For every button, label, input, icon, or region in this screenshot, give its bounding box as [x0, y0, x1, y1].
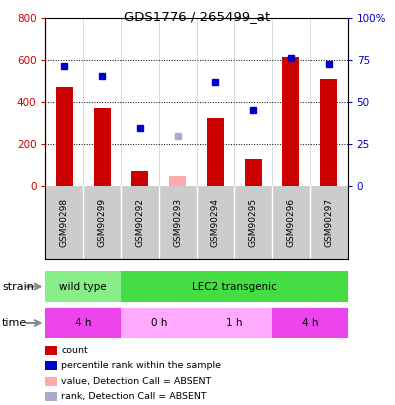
Text: count: count	[61, 346, 88, 355]
Text: GSM90295: GSM90295	[249, 198, 258, 247]
Text: strain: strain	[2, 281, 34, 292]
Text: 4 h: 4 h	[75, 318, 92, 328]
Bar	[272, 308, 348, 338]
Bar	[282, 57, 299, 186]
Bar	[121, 308, 197, 338]
Text: GSM90297: GSM90297	[324, 198, 333, 247]
Bar	[121, 271, 348, 302]
Bar	[207, 118, 224, 186]
Text: 1 h: 1 h	[226, 318, 243, 328]
Bar	[132, 171, 149, 186]
Text: GDS1776 / 265499_at: GDS1776 / 265499_at	[124, 10, 271, 23]
Bar	[56, 87, 73, 186]
Bar	[45, 271, 121, 302]
Text: GSM90296: GSM90296	[286, 198, 295, 247]
Text: percentile rank within the sample: percentile rank within the sample	[61, 361, 221, 370]
Text: LEC2 transgenic: LEC2 transgenic	[192, 281, 277, 292]
Bar	[94, 107, 111, 186]
Text: time: time	[2, 318, 27, 328]
Bar	[245, 159, 261, 186]
Bar	[169, 176, 186, 186]
Bar	[272, 186, 310, 259]
Bar	[45, 308, 121, 338]
Text: 0 h: 0 h	[150, 318, 167, 328]
Bar	[197, 308, 272, 338]
Text: wild type: wild type	[59, 281, 107, 292]
Bar	[310, 186, 348, 259]
Text: value, Detection Call = ABSENT: value, Detection Call = ABSENT	[61, 377, 211, 386]
Bar	[159, 186, 197, 259]
Text: GSM90292: GSM90292	[135, 198, 144, 247]
Text: GSM90293: GSM90293	[173, 198, 182, 247]
Bar	[234, 186, 272, 259]
Text: 4 h: 4 h	[301, 318, 318, 328]
Bar	[83, 186, 121, 259]
Bar	[320, 79, 337, 186]
Text: GSM90299: GSM90299	[98, 198, 107, 247]
Bar	[197, 186, 234, 259]
Text: GSM90294: GSM90294	[211, 198, 220, 247]
Text: rank, Detection Call = ABSENT: rank, Detection Call = ABSENT	[61, 392, 207, 401]
Text: GSM90298: GSM90298	[60, 198, 69, 247]
Bar	[45, 186, 83, 259]
Bar	[121, 186, 159, 259]
